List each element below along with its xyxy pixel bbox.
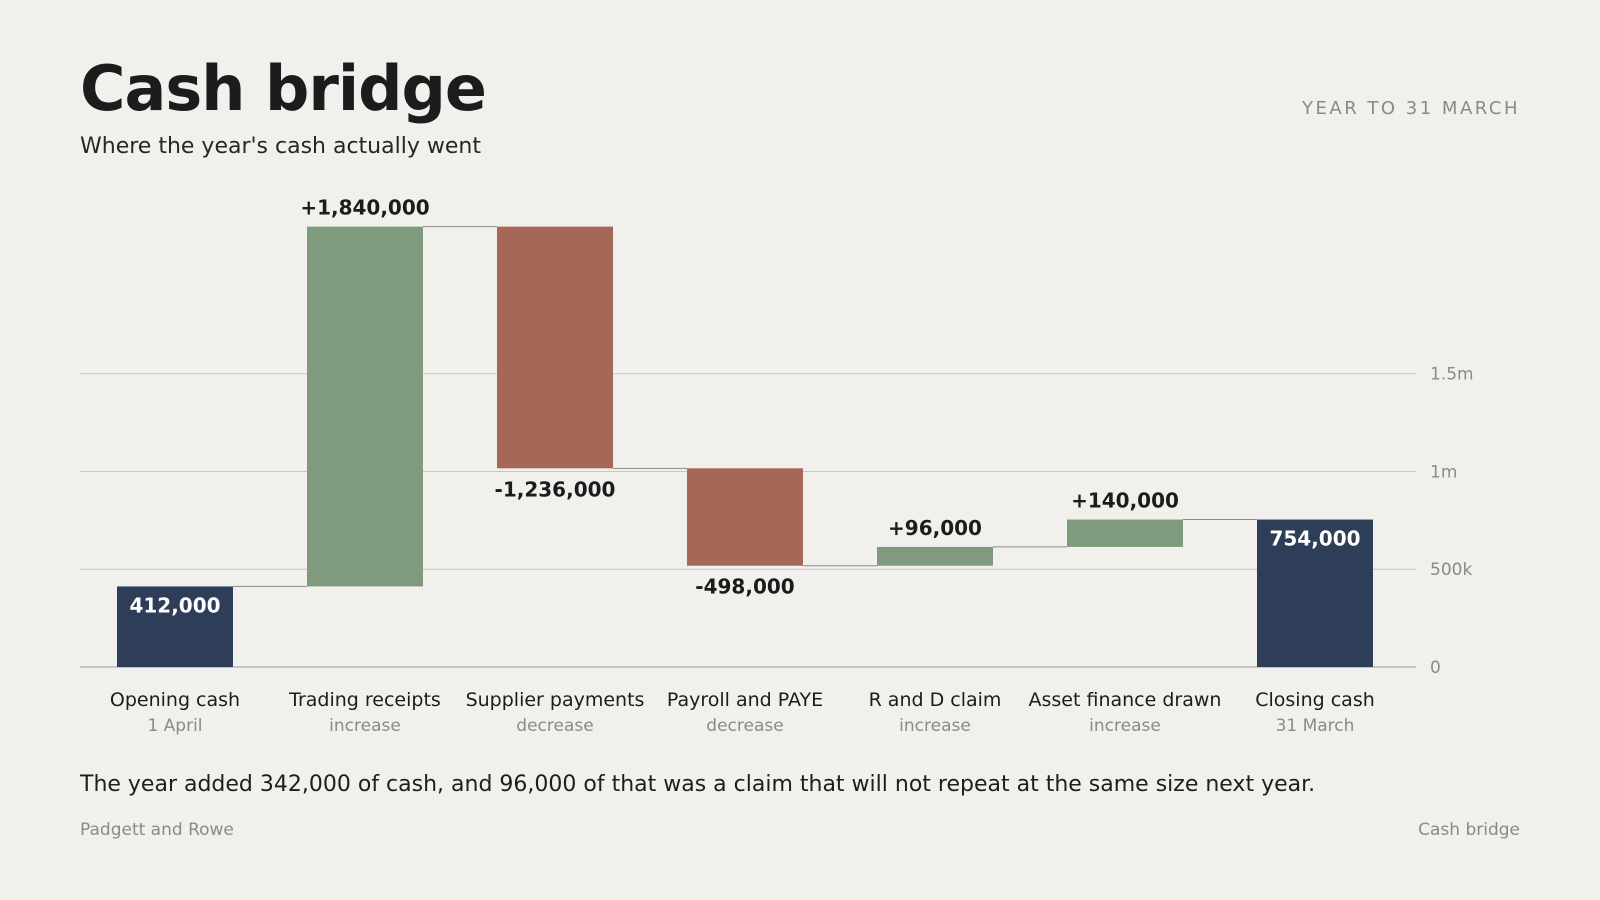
category-label: R and D claim xyxy=(869,689,1002,711)
bar-increase xyxy=(1067,519,1183,547)
y-tick-label: 0 xyxy=(1430,658,1441,678)
category-sublabel: 1 April xyxy=(147,716,202,736)
category-label: Closing cash xyxy=(1255,689,1375,711)
footer-source: Padgett and Rowe xyxy=(80,820,234,840)
data-label: 754,000 xyxy=(1269,527,1360,551)
bar-decrease xyxy=(687,468,803,566)
bar-decrease xyxy=(497,226,613,469)
data-label: -1,236,000 xyxy=(495,477,616,501)
category-sublabel: 31 March xyxy=(1276,716,1355,736)
chart-narrative: The year added 342,000 of cash, and 96,0… xyxy=(80,772,1316,797)
period-label: YEAR TO 31 MARCH xyxy=(1302,98,1520,119)
chart-subtitle: Where the year's cash actually went xyxy=(80,134,481,159)
category-label: Payroll and PAYE xyxy=(667,689,823,711)
bar-total xyxy=(117,586,233,667)
y-tick-label: 1m xyxy=(1430,462,1457,482)
y-tick-label: 500k xyxy=(1430,560,1472,580)
bar-increase xyxy=(877,546,993,566)
footer-chart-name: Cash bridge xyxy=(1418,820,1520,840)
y-tick-label: 1.5m xyxy=(1430,365,1474,385)
category-sublabel: increase xyxy=(329,716,401,736)
data-label: -498,000 xyxy=(695,575,794,599)
category-label: Trading receipts xyxy=(288,689,441,711)
category-sublabel: increase xyxy=(1089,716,1161,736)
waterfall-chart: 0 500k 1m 1.5m 412,000 Opening cash 1 April +1,… xyxy=(80,196,1474,736)
category-sublabel: decrease xyxy=(516,716,593,736)
chart-title: Cash bridge xyxy=(80,52,487,125)
data-label: 412,000 xyxy=(129,593,220,617)
category-sublabel: increase xyxy=(899,716,971,736)
bar-total xyxy=(1257,519,1373,667)
bar-increase xyxy=(307,226,423,587)
category-sublabel: decrease xyxy=(706,716,783,736)
data-label: +1,840,000 xyxy=(300,196,429,220)
category-label: Supplier payments xyxy=(466,689,645,711)
category-label: Opening cash xyxy=(110,689,240,711)
data-label: +140,000 xyxy=(1071,489,1179,513)
data-label: +96,000 xyxy=(888,516,982,540)
category-label: Asset finance drawn xyxy=(1029,689,1222,711)
